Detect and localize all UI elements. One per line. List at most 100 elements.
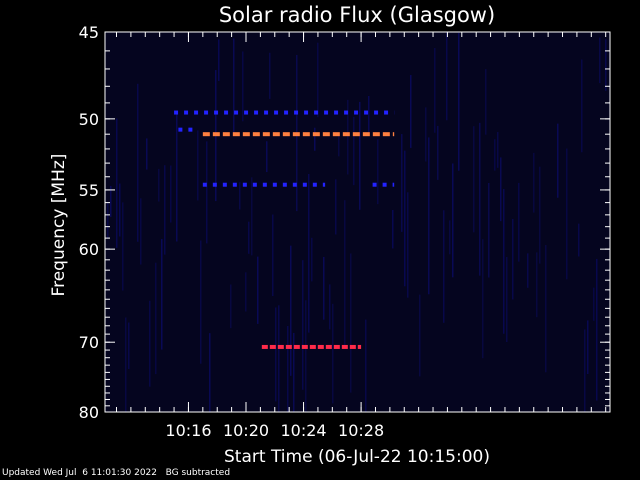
band-segment — [178, 127, 183, 132]
noise-streak — [488, 182, 490, 278]
band-segment — [194, 110, 199, 115]
band-segment — [262, 132, 270, 137]
noise-streak — [518, 182, 520, 262]
band-segment — [269, 344, 276, 349]
noise-streak — [581, 59, 583, 153]
band-segment — [314, 110, 319, 115]
noise-streak — [149, 300, 151, 387]
band-segment — [222, 132, 230, 137]
y-tick-label: 55 — [79, 181, 99, 200]
band-segment — [362, 132, 370, 137]
noise-streak — [137, 83, 139, 242]
noise-streak — [245, 272, 247, 312]
noise-streak — [302, 260, 304, 390]
y-tick-label: 80 — [79, 403, 99, 422]
noise-streak — [233, 38, 235, 134]
noise-streak — [197, 130, 199, 201]
noise-streak — [290, 245, 292, 376]
noise-streak — [146, 138, 148, 170]
noise-streak — [122, 202, 124, 291]
band-segment — [204, 110, 209, 115]
y-tick-label: 50 — [79, 110, 99, 129]
noise-streak — [503, 189, 505, 334]
band-segment — [324, 110, 329, 115]
noise-streak — [365, 319, 367, 412]
emission-bands — [174, 110, 395, 349]
noise-streak — [161, 239, 163, 350]
band-segment — [174, 110, 179, 115]
band-segment — [254, 110, 259, 115]
band-segment — [282, 182, 287, 187]
noise-streak — [419, 294, 421, 377]
band-segment — [202, 182, 207, 187]
band-segment — [292, 132, 300, 137]
noise-streak — [107, 202, 109, 239]
band-segment — [312, 182, 317, 187]
band-segment — [282, 132, 290, 137]
band-segment — [214, 110, 219, 115]
band-segment — [284, 110, 289, 115]
band-segment — [244, 110, 249, 115]
y-axis-label: Frequency [MHz] — [49, 154, 69, 297]
noise-streak — [311, 237, 313, 282]
x-tick-label: 10:28 — [338, 421, 384, 440]
noise-streak — [500, 157, 502, 222]
noise-streak — [266, 141, 268, 173]
noise-streak — [446, 32, 448, 121]
band-segment — [392, 132, 395, 137]
band-segment — [392, 182, 395, 187]
noise-streak — [119, 183, 121, 237]
noise-streak — [278, 305, 280, 412]
band-segment — [272, 182, 277, 187]
noise-streak — [230, 284, 232, 329]
band-segment — [264, 110, 269, 115]
band-segment — [224, 110, 229, 115]
band-segment — [274, 110, 279, 115]
noise-streak — [545, 245, 547, 373]
noise-streak — [428, 137, 430, 295]
band-segment — [294, 110, 299, 115]
noise-streak — [140, 198, 142, 265]
noise-streak — [287, 325, 289, 412]
band-segment — [261, 344, 268, 349]
plot-area — [105, 32, 610, 412]
band-segment — [352, 132, 360, 137]
noise-streak — [158, 168, 160, 202]
noise-streak — [494, 139, 496, 171]
band-segment — [384, 110, 389, 115]
noise-streak — [557, 123, 559, 198]
noise-streak — [482, 239, 484, 359]
noise-streak — [539, 166, 541, 264]
band-segment — [304, 110, 309, 115]
band-segment — [354, 110, 359, 115]
noise-streak — [599, 37, 601, 84]
band-segment — [342, 132, 350, 137]
band-segment — [322, 132, 330, 137]
noise-streak — [377, 139, 379, 205]
band-segment — [252, 182, 257, 187]
noise-streak — [578, 223, 580, 257]
updated-timestamp: Updated Wed Jul 6 11:01:30 2022 — [2, 468, 158, 478]
noise-streak — [248, 221, 250, 254]
band-segment — [242, 132, 250, 137]
noise-streak — [344, 200, 346, 347]
band-segment — [277, 344, 284, 349]
plot-frame — [104, 31, 611, 413]
noise-streak — [200, 240, 202, 364]
band-segment — [301, 344, 308, 349]
band-segment — [374, 110, 379, 115]
band-segment — [302, 132, 310, 137]
noise-streak — [584, 329, 586, 412]
noise-streak — [434, 47, 436, 133]
band-segment — [232, 182, 237, 187]
x-axis-label: Start Time (06-Jul-22 10:15:00) — [224, 447, 490, 467]
noise-streak — [155, 262, 157, 375]
band-segment — [242, 182, 247, 187]
noise-streak — [407, 192, 409, 298]
band-segment — [317, 344, 324, 349]
noise-streak — [527, 253, 529, 288]
band-segment — [357, 344, 362, 349]
noise-streak — [437, 125, 439, 180]
band-segment — [333, 344, 340, 349]
